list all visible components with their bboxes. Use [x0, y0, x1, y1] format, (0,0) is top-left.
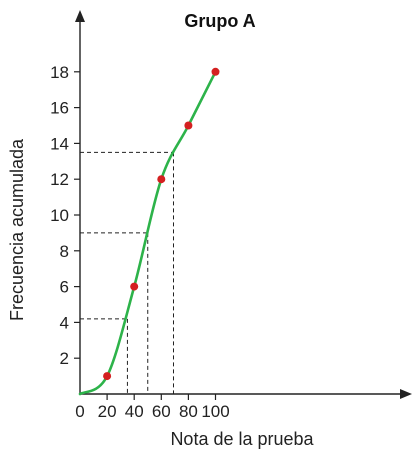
y-tick-label: 8 [60, 242, 69, 261]
axes [75, 10, 412, 399]
x-axis-label: Nota de la prueba [170, 429, 314, 449]
x-tick-label: 60 [152, 402, 171, 421]
x-tick-label: 0 [75, 402, 84, 421]
data-point [211, 67, 220, 76]
data-points [103, 67, 220, 381]
y-tick-label: 10 [50, 206, 69, 225]
y-axis-label: Frecuencia acumulada [7, 138, 27, 321]
y-axis-ticks: 2 4 6 8 10 12 14 16 18 [50, 63, 80, 368]
x-tick-label: 40 [125, 402, 144, 421]
data-point [184, 121, 193, 130]
x-axis-ticks: 0 20 40 60 80 100 [75, 394, 230, 421]
y-tick-label: 4 [60, 313, 69, 332]
y-axis-arrow [75, 10, 85, 22]
x-tick-label: 100 [201, 402, 229, 421]
x-tick-label: 80 [179, 402, 198, 421]
y-tick-label: 14 [50, 134, 69, 153]
y-tick-label: 12 [50, 170, 69, 189]
y-tick-label: 18 [50, 63, 69, 82]
y-tick-label: 2 [60, 349, 69, 368]
y-tick-label: 6 [60, 278, 69, 297]
data-point [157, 175, 166, 184]
x-axis-arrow [400, 389, 412, 399]
y-tick-label: 16 [50, 99, 69, 118]
reference-lines [80, 151, 174, 394]
data-point [130, 282, 139, 291]
data-point [103, 372, 112, 381]
chart-title: Grupo A [184, 11, 255, 31]
x-tick-label: 20 [98, 402, 117, 421]
